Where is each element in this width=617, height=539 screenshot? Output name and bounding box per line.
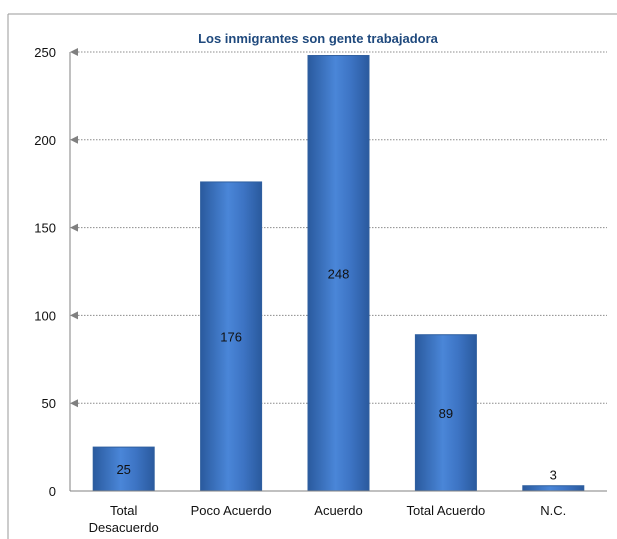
y-tick-label: 0: [49, 484, 56, 499]
bar: [200, 181, 263, 492]
bar: [92, 446, 155, 492]
y-tick-label: 50: [42, 396, 56, 411]
x-tick-label: Total Acuerdo: [407, 503, 486, 518]
gridline-arrow: [70, 223, 78, 232]
y-tick-label: 150: [34, 221, 56, 236]
data-label: 89: [439, 406, 453, 421]
data-label: 25: [116, 462, 130, 477]
y-axis: 0 50 100 150 200 250: [34, 45, 71, 499]
gridline-arrow: [70, 311, 78, 320]
bars: 25 176 248 89 3: [92, 55, 585, 492]
y-tick-label: 100: [34, 308, 56, 323]
x-axis: Total Desacuerdo Poco Acuerdo Acuerdo Total …: [70, 490, 607, 535]
data-label: 176: [220, 329, 242, 344]
gridline-arrow: [70, 135, 78, 144]
chart-title: Los inmigrantes son gente trabajadora: [198, 31, 439, 46]
y-tick-label: 250: [34, 45, 56, 60]
x-tick-label: Acuerdo: [314, 503, 362, 518]
bar: [414, 334, 477, 492]
x-tick-label: Desacuerdo: [89, 520, 159, 535]
x-tick-label: Total: [110, 503, 138, 518]
gridline-arrow: [70, 48, 78, 56]
x-tick-label: Poco Acuerdo: [191, 503, 272, 518]
data-label: 248: [328, 266, 350, 281]
x-tick-label: N.C.: [540, 503, 566, 518]
y-tick-label: 200: [34, 133, 56, 148]
bar: [307, 55, 370, 492]
bar: [522, 485, 585, 492]
data-label: 3: [550, 468, 557, 483]
gridline-arrow: [70, 399, 78, 408]
